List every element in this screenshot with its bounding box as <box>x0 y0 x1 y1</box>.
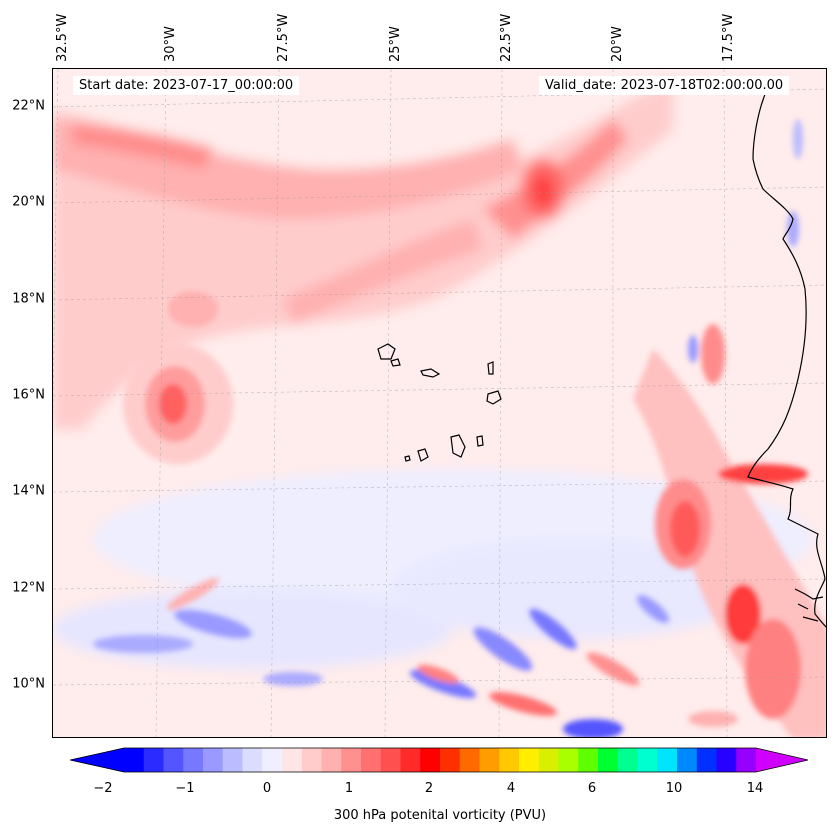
cape-verde-fogo <box>417 448 429 462</box>
cape-verde-sao-vicente <box>390 358 401 367</box>
colorbar-segment <box>242 748 263 772</box>
colorbar-segment <box>321 748 342 772</box>
lon-label-32-5w: 32.5°W <box>55 13 70 62</box>
lon-label-22-5w: 22.5°W <box>499 13 514 62</box>
colorbar-tick-4: 4 <box>506 781 516 796</box>
lat-label-14n: 14°N <box>12 483 45 499</box>
pv-map-panel <box>52 68 827 738</box>
colorbar-segment <box>578 748 599 772</box>
colorbar-segment <box>499 748 520 772</box>
lat-label-20n: 20°N <box>12 194 45 210</box>
colorbar-tick-1: 1 <box>344 781 354 796</box>
colorbar-extend-max <box>756 748 808 772</box>
colorbar-segment <box>301 748 322 772</box>
colorbar-segment <box>459 748 480 772</box>
colorbar-tick-10: 10 <box>665 781 683 796</box>
west-africa-coastline <box>747 86 826 628</box>
colorbar-tick-0: 0 <box>262 781 272 796</box>
lat-label-16n: 16°N <box>12 387 45 403</box>
colorbar-segment <box>440 748 461 772</box>
lon-label-25w: 25°W <box>388 26 403 62</box>
colorbar-extend-min <box>70 748 124 772</box>
cape-verde-boa-vista <box>486 390 502 405</box>
colorbar-segment <box>617 748 638 772</box>
colorbar-tick-2: 2 <box>424 781 434 796</box>
colorbar-segment <box>716 748 737 772</box>
lat-label-18n: 18°N <box>12 291 45 307</box>
cape-verde-maio <box>476 435 484 447</box>
colorbar-outline <box>70 747 809 773</box>
colorbar-segment <box>558 748 579 772</box>
colorbar-segment <box>400 748 421 772</box>
colorbar-segment <box>183 748 204 772</box>
lon-label-17-5w: 17.5°W <box>721 13 736 62</box>
cape-verde-santiago <box>450 434 466 458</box>
cape-verde-sao-nicolau <box>420 368 441 378</box>
valid-date-label: Valid_date: 2023-07-18T02:00:00.00 <box>539 76 790 95</box>
colorbar-segment <box>420 748 441 772</box>
colorbar-segment <box>479 748 500 772</box>
colorbar-segment <box>163 748 184 772</box>
colorbar-segment <box>124 748 145 772</box>
colorbar-segment <box>262 748 283 772</box>
lat-label-12n: 12°N <box>12 580 45 596</box>
colorbar-segment <box>361 748 382 772</box>
colorbar-segment <box>657 748 678 772</box>
colorbar-segment <box>143 748 164 772</box>
colorbar-segment <box>598 748 619 772</box>
colorbar-label: 300 hPa potenital vorticity (PVU) <box>333 808 547 823</box>
pv-band-north <box>53 79 673 429</box>
pv-contour-field <box>53 69 826 737</box>
colorbar-segment <box>341 748 362 772</box>
lon-label-30w: 30°W <box>163 26 178 62</box>
colorbar-tick-neg1: −1 <box>175 781 195 796</box>
colorbar-segment <box>380 748 401 772</box>
colorbar-tick-14: 14 <box>746 781 764 796</box>
gridlines <box>53 69 826 737</box>
colorbar-segment <box>696 748 717 772</box>
colorbar-tick-neg2: −2 <box>93 781 113 796</box>
pv-wave-train-south <box>93 578 738 737</box>
pv-blob-west <box>123 291 233 464</box>
colorbar-segment <box>677 748 698 772</box>
colorbar <box>70 747 809 773</box>
cape-verde-brava <box>404 455 411 462</box>
lon-label-27-5w: 27.5°W <box>276 13 291 62</box>
colorbar-segment <box>538 748 559 772</box>
lat-label-10n: 10°N <box>12 676 45 692</box>
cape-verde-sal <box>487 361 494 375</box>
colorbar-segment <box>519 748 540 772</box>
pv-coastal-east <box>633 119 826 737</box>
colorbar-segment <box>282 748 303 772</box>
colorbar-segment <box>222 748 243 772</box>
bijagos-islands <box>794 588 824 622</box>
cape-verde-santo-antao <box>377 343 396 360</box>
start-date-label: Start date: 2023-07-17_00:00:00 <box>73 76 300 95</box>
colorbar-segment <box>203 748 224 772</box>
colorbar-segment <box>736 748 757 772</box>
coastlines <box>377 86 826 628</box>
lon-label-20w: 20°W <box>610 26 625 62</box>
colorbar-tick-6: 6 <box>587 781 597 796</box>
colorbar-segment <box>637 748 658 772</box>
lat-label-22n: 22°N <box>12 98 45 114</box>
